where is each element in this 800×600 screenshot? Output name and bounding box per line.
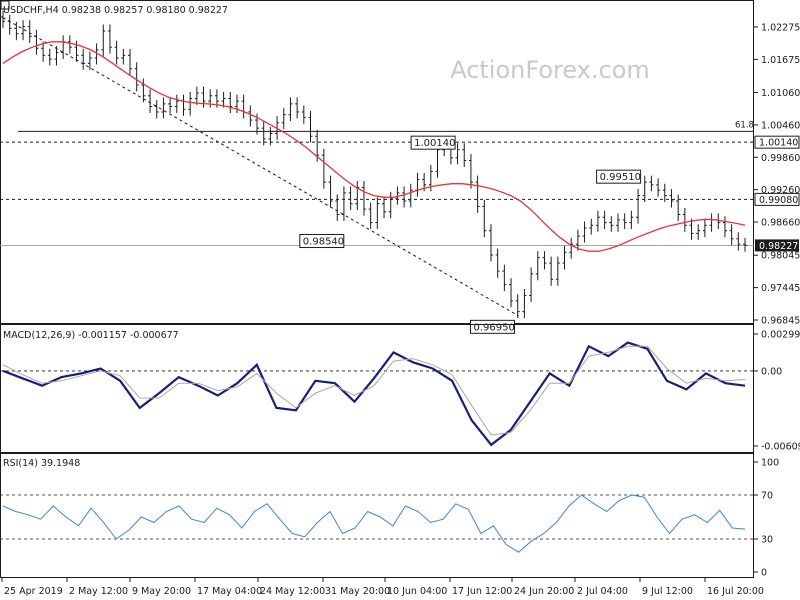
macd-tick-label: 0.002998 (761, 330, 800, 341)
price-panel: ActionForex.com 1.022751.016751.010601.0… (0, 0, 800, 334)
annotation-box (596, 169, 642, 184)
annotation-label: 0.96950 (473, 322, 514, 333)
header-box (0, 0, 10, 10)
level-label: 0.99080 (759, 195, 798, 206)
price-annotations: 1.00140 0.99510 0.98540 0.96950 (299, 135, 642, 334)
time-tick-label: 17 May 04:00 (197, 586, 262, 597)
price-tick-label: 1.01675 (761, 55, 800, 66)
watermark: ActionForex.com (450, 56, 650, 84)
level-label-box (754, 135, 800, 149)
price-tick-label: 1.01060 (761, 88, 800, 99)
price-tick-label: 1.02275 (761, 22, 800, 33)
time-tick-label: 10 Jun 04:00 (387, 586, 447, 597)
rsi-tick-label: 70 (761, 491, 773, 502)
annotation-box (410, 135, 456, 150)
time-tick-label: 2 May 12:00 (69, 586, 128, 597)
macd-line (2, 341, 746, 447)
annotation-label: 1.00140 (414, 138, 455, 149)
price-tick-label: 0.98660 (761, 218, 800, 229)
candle-series (1, 10, 747, 319)
signal-line (2, 345, 746, 436)
rsi-panel: 100 70 30 0 RSI(14) 39.1948 (0, 453, 779, 579)
rsi-header: RSI(14) 39.1948 (3, 458, 80, 469)
rsi-panel-frame (0, 453, 754, 578)
rsi-tick-label: 30 (761, 535, 773, 546)
macd-header: MACD(12,26,9) -0.001157 -0.000677 (3, 330, 179, 341)
time-tick-label: 24 Jun 20:00 (514, 586, 574, 597)
horizontal-levels: 1.00140 0.99080 61.8 0.98227 (0, 120, 800, 252)
fib-label: 61.8 (735, 120, 754, 130)
time-tick-label: 17 Jun 12:00 (452, 586, 512, 597)
price-axis: 1.02275 1.01675 1.01060 1.00460 0.99860 0.992… (754, 22, 800, 327)
annotation-box (299, 234, 345, 249)
macd-lines (2, 341, 746, 447)
moving-average (2, 41, 746, 252)
rsi-axis: 100 70 30 0 (0, 458, 779, 579)
rsi-lines (2, 494, 746, 553)
level-label: 1.00140 (759, 138, 798, 149)
last-price-label: 0.98227 (759, 241, 798, 252)
time-tick-label: 25 Apr 2019 (4, 586, 63, 597)
time-tick-label: 9 Jul 12:00 (642, 586, 693, 597)
time-tick-label: 9 May 20:00 (132, 586, 191, 597)
price-tick-label: 0.99260 (761, 185, 800, 196)
annotation-label: 0.98540 (303, 237, 344, 248)
price-header: USDCHF,H4 0.98238 0.98257 0.98180 0.9822… (3, 5, 228, 16)
rsi-tick-label: 100 (761, 458, 779, 469)
price-tick-label: 0.98045 (761, 251, 800, 262)
time-tick-label: 16 Jul 20:00 (707, 586, 764, 597)
price-tick-label: 0.99860 (761, 153, 800, 164)
rsi-tick-label: 0 (761, 568, 767, 579)
time-tick-label: 2 Jul 04:00 (577, 586, 628, 597)
macd-tick-label: 0.00 (761, 366, 782, 377)
time-axis: 25 Apr 2019 2 May 12:00 9 May 20:00 17 May … (1, 578, 764, 597)
macd-panel-frame (0, 324, 754, 453)
price-tick-label: 0.97445 (761, 283, 800, 294)
annotation-label: 0.99510 (600, 172, 641, 183)
last-price-box (755, 239, 799, 252)
rsi-line (2, 494, 746, 553)
price-tick-label: 0.96845 (761, 316, 800, 327)
macd-panel: 0.002998 0.00 -0.006097 MACD(12,26,9) -0.0… (0, 324, 800, 453)
time-tick-label: 31 May 20:00 (325, 586, 390, 597)
macd-tick-label: -0.006097 (761, 442, 800, 453)
price-tick-label: 1.00460 (761, 120, 800, 131)
ma-line (2, 41, 746, 252)
annotation-box (469, 319, 515, 334)
time-tick-label: 24 May 12:00 (260, 586, 325, 597)
macd-axis: 0.002998 0.00 -0.006097 (0, 330, 800, 453)
price-panel-frame (0, 0, 754, 324)
level-label-box (754, 192, 800, 206)
